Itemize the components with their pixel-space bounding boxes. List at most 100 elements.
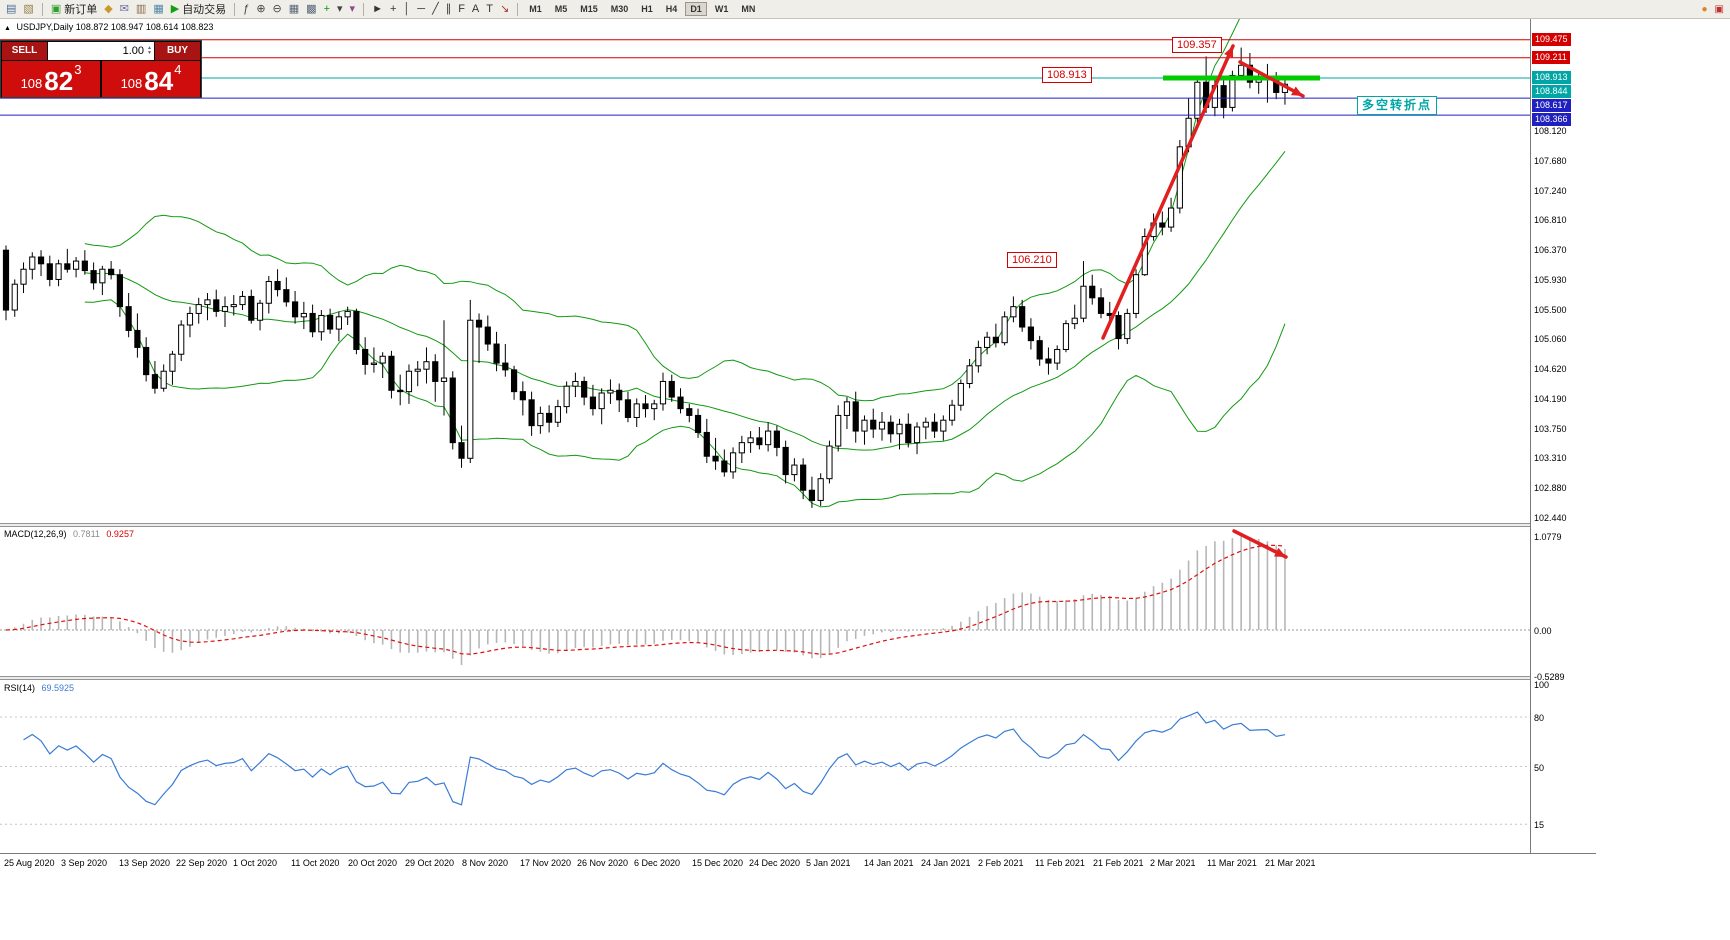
vertical-line-icon[interactable]: │ bbox=[400, 1, 413, 17]
terminal-icon[interactable]: ▦ bbox=[150, 1, 166, 17]
label-icon: T bbox=[486, 2, 493, 15]
annotation-turning-point[interactable]: 多空转折点 bbox=[1357, 96, 1438, 115]
buy-button[interactable]: BUY bbox=[155, 42, 200, 60]
cascade-windows-icon: ▩ bbox=[306, 2, 317, 15]
symbol-ohlc-text: USDJPY,Daily 108.872 108.947 108.614 108… bbox=[16, 22, 214, 32]
price-annotation-109357[interactable]: 109.357 bbox=[1172, 37, 1222, 53]
macd-down-arrow[interactable] bbox=[1232, 529, 1288, 559]
alert-icon[interactable]: ● bbox=[1701, 3, 1708, 15]
spin-down-icon[interactable]: ▼ bbox=[147, 50, 152, 56]
price-annotation-108913[interactable]: 108.913 bbox=[1042, 67, 1092, 83]
buy-price-button[interactable]: 108 84 4 bbox=[102, 61, 200, 97]
volume-input[interactable]: 1.00 ▲ ▼ bbox=[48, 42, 154, 60]
time-tick: 26 Nov 2020 bbox=[577, 858, 629, 868]
autotrading-icon: ▶ bbox=[170, 2, 180, 15]
new-order-button[interactable]: ▣ 新订单 bbox=[48, 1, 100, 17]
price-tick: 104.620 bbox=[1534, 364, 1567, 374]
cursor-icon[interactable]: ► bbox=[369, 1, 386, 17]
timeframe-m5-button[interactable]: M5 bbox=[554, 4, 568, 14]
crosshair-icon: + bbox=[389, 2, 397, 15]
toolbar-separator bbox=[41, 2, 43, 16]
chart-profile-icon[interactable]: ▧ bbox=[20, 1, 36, 17]
trendline-icon: ╱ bbox=[432, 2, 439, 15]
time-tick: 6 Dec 2020 bbox=[634, 858, 681, 868]
text-icon[interactable]: A bbox=[469, 1, 482, 17]
sell-price-button[interactable]: 108 82 3 bbox=[2, 61, 100, 97]
macd-indicator-label: MACD(12,26,9) 0.7811 0.9257 bbox=[4, 529, 134, 539]
terminal-icon: ▦ bbox=[153, 2, 164, 15]
candlesticks bbox=[2, 47, 1289, 508]
price-tick: 108.120 bbox=[1534, 126, 1567, 136]
time-tick: 11 Feb 2021 bbox=[1035, 858, 1085, 868]
fibonacci-icon[interactable]: F bbox=[455, 1, 468, 17]
macd-name: MACD(12,26,9) bbox=[4, 529, 67, 539]
spin-up-icon[interactable]: ▲ bbox=[147, 45, 152, 51]
rsi-line bbox=[23, 711, 1286, 806]
volume-spinner[interactable]: ▲ ▼ bbox=[147, 46, 152, 56]
price-tick: 105.060 bbox=[1534, 334, 1567, 344]
price-axis[interactable]: 109.475 109.211 108.913 108.844 108.617 108.3… bbox=[1530, 19, 1596, 872]
uptrend-arrow[interactable] bbox=[1101, 44, 1235, 340]
time-tick: 15 Dec 2020 bbox=[692, 858, 744, 868]
template-dropdown-icon: ▾ bbox=[349, 2, 356, 15]
timeframe-m30-button[interactable]: M30 bbox=[610, 4, 629, 14]
panel-separator[interactable] bbox=[0, 676, 1596, 680]
new-indicator-icon[interactable]: + bbox=[321, 1, 333, 17]
timeframe-d1-button[interactable]: D1 bbox=[685, 2, 707, 16]
trendline-icon[interactable]: ╱ bbox=[429, 1, 442, 17]
market-watch-icon[interactable]: ◆ bbox=[101, 1, 115, 17]
price-tick: 108.366 bbox=[1532, 113, 1571, 126]
horizontal-line-icon: ─ bbox=[417, 2, 426, 15]
channel-icon[interactable]: ∥ bbox=[443, 1, 455, 17]
chart-list-icon[interactable]: ▤ bbox=[3, 1, 19, 17]
timeframe-h1-button[interactable]: H1 bbox=[641, 4, 653, 14]
channel-icon: ∥ bbox=[445, 2, 452, 15]
timeframe-mn-button[interactable]: MN bbox=[741, 4, 756, 14]
connection-icon[interactable]: ▣ bbox=[1714, 3, 1724, 15]
macd-histogram bbox=[13, 536, 1286, 666]
price-tick: 105.500 bbox=[1534, 305, 1567, 315]
zoom-out-icon[interactable]: ⊖ bbox=[270, 1, 285, 17]
label-icon[interactable]: T bbox=[483, 1, 496, 17]
time-axis[interactable]: 25 Aug 2020 3 Sep 2020 13 Sep 2020 22 Sep 2… bbox=[0, 853, 1596, 872]
indicator-list-icon[interactable]: ƒ bbox=[240, 1, 252, 17]
toolbar-separator bbox=[517, 2, 519, 16]
autotrading-button[interactable]: ▶ 自动交易 bbox=[168, 1, 229, 17]
data-window-icon[interactable]: ✉ bbox=[117, 1, 132, 17]
panel-separator[interactable] bbox=[0, 523, 1596, 527]
macd-panel-chart bbox=[0, 529, 1530, 666]
horizontal-line-icon[interactable]: ─ bbox=[414, 1, 428, 17]
pullback-arrow[interactable] bbox=[1238, 60, 1305, 98]
ask-pips: 84 bbox=[144, 66, 174, 96]
order-controls-row: SELL 1.00 ▲ ▼ BUY bbox=[2, 42, 200, 60]
main-price-chart bbox=[0, 19, 1530, 508]
timeframe-m15-button[interactable]: M15 bbox=[580, 4, 598, 14]
new-order-button-label: 新订单 bbox=[64, 4, 98, 16]
crosshair-icon[interactable]: + bbox=[387, 1, 399, 17]
chart-profile-icon: ▧ bbox=[23, 2, 34, 15]
cascade-windows-icon[interactable]: ▩ bbox=[303, 1, 319, 17]
chart-list-icon: ▤ bbox=[6, 2, 17, 15]
period-dropdown-icon[interactable]: ▾ bbox=[334, 1, 346, 17]
tile-windows-icon[interactable]: ▦ bbox=[286, 1, 302, 17]
rsi-tick: 80 bbox=[1534, 713, 1545, 723]
time-tick: 8 Nov 2020 bbox=[462, 858, 509, 868]
price-tick: 106.370 bbox=[1534, 245, 1567, 255]
ask-whole: 108 bbox=[120, 76, 143, 91]
timeframe-h4-button[interactable]: H4 bbox=[665, 4, 678, 14]
macd-signal-line bbox=[5, 544, 1286, 655]
navigator-icon[interactable]: ▥ bbox=[133, 1, 149, 17]
timeframe-m1-button[interactable]: M1 bbox=[529, 4, 542, 14]
timeframe-w1-button[interactable]: W1 bbox=[714, 4, 729, 14]
collapse-panel-icon[interactable]: ▲ bbox=[4, 25, 11, 32]
time-tick: 2 Feb 2021 bbox=[978, 858, 1024, 868]
time-tick: 24 Jan 2021 bbox=[921, 858, 971, 868]
arrow-object-icon[interactable]: ↘ bbox=[497, 1, 512, 17]
zoom-in-icon[interactable]: ⊕ bbox=[253, 1, 268, 17]
data-window-icon: ✉ bbox=[119, 2, 129, 15]
tile-windows-icon: ▦ bbox=[288, 2, 300, 15]
template-dropdown-icon[interactable]: ▾ bbox=[347, 1, 359, 17]
chart-ohlc-header: ▲ USDJPY,Daily 108.872 108.947 108.614 1… bbox=[4, 22, 213, 32]
sell-button[interactable]: SELL bbox=[2, 42, 47, 60]
price-annotation-106210[interactable]: 106.210 bbox=[1007, 252, 1057, 268]
